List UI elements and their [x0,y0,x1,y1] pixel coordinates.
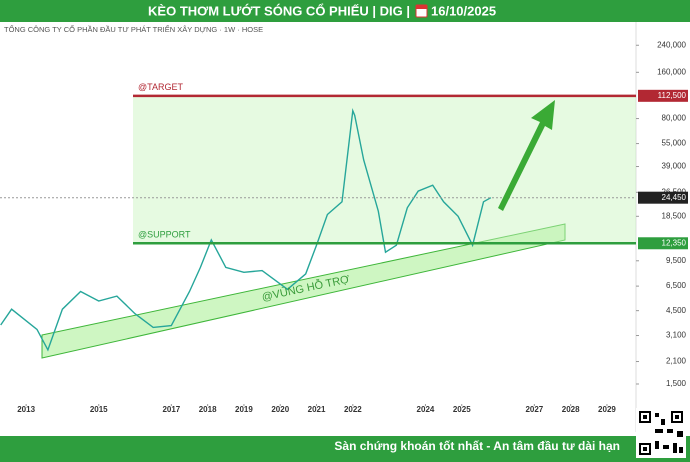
chart-subtitle: TỔNG CÔNG TY CỔ PHẦN ĐẦU TƯ PHÁT TRIỂN X… [4,24,263,34]
y-tick-label: 6,500 [666,281,687,290]
x-tick-label: 2029 [598,405,616,414]
y-tick-label: 80,000 [662,114,687,123]
level-name: @SUPPORT [138,230,191,240]
x-tick-label: 2013 [17,405,35,414]
y-tick-label: 55,000 [662,139,687,148]
x-tick-label: 2019 [235,405,253,414]
x-tick-label: 2018 [199,405,217,414]
y-tick-label: 4,500 [666,306,687,315]
x-tick-label: 2020 [271,405,289,414]
footer-bar [0,436,690,462]
level-tag-label: 112,500 [658,91,687,100]
level-tag [638,89,688,102]
x-tick-label: 2025 [453,405,471,414]
y-tick-label: 39,000 [662,162,687,171]
y-tick-label: 2,100 [666,357,687,366]
last-price-tag [638,191,688,204]
x-tick-label: 2017 [162,405,180,414]
chart-date: 16/10/2025 [431,3,496,18]
footer-text: Sàn chứng khoán tốt nhất - An tâm đầu tư… [334,439,620,453]
price-line [0,107,492,352]
y-tick-label: 3,100 [666,331,687,340]
target-zone [133,95,636,244]
support-channel [41,223,566,359]
level-tag-label: 12,350 [662,238,687,247]
y-tick-label: 160,000 [657,67,686,76]
x-tick-label: 2021 [308,405,326,414]
y-tick-label: 9,500 [666,256,687,265]
last-price-label: 24,450 [662,193,687,202]
x-tick-label: 2022 [344,405,362,414]
y-tick-label: 18,500 [662,211,687,220]
chart-title: KÈO THƠM LƯỚT SÓNG CỔ PHIẾU | DIG | [148,3,410,18]
arrow [498,100,555,211]
level-name: @TARGET [138,82,183,92]
header-bar [0,0,690,22]
calendar-icon-top [416,5,427,9]
level-tag [638,237,688,250]
x-tick-label: 2028 [562,405,580,414]
x-tick-label: 2015 [90,405,108,414]
x-tick-label: 2027 [525,405,543,414]
x-tick-label: 2024 [417,405,435,414]
y-tick-label: 240,000 [657,40,686,49]
y-tick-label: 1,500 [666,379,687,388]
